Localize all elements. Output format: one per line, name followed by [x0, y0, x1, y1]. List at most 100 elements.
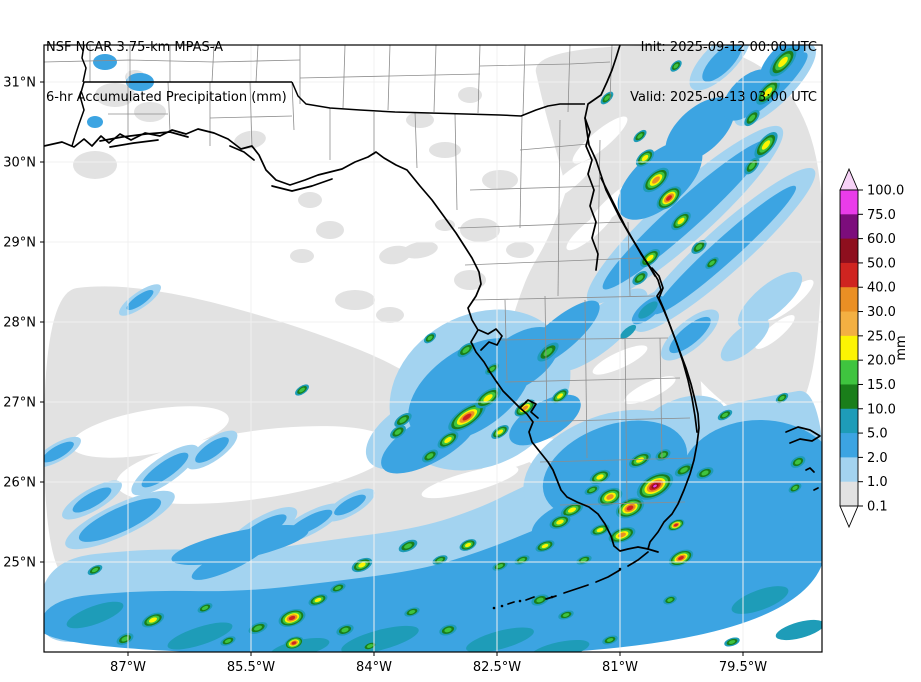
coastline [507, 601, 515, 605]
precip-region [720, 318, 770, 362]
precip-cell [663, 595, 677, 605]
precip-region [702, 45, 742, 82]
precip-cell [756, 79, 780, 105]
precip-region [234, 130, 266, 150]
precip-region [270, 637, 330, 652]
colorbar-tick-label: 75.0 [867, 208, 896, 223]
coastline [813, 487, 819, 491]
county-border [557, 119, 561, 297]
precip-region [95, 83, 135, 107]
precip-cell [602, 635, 618, 645]
coastline [595, 569, 621, 583]
precip-cell [788, 483, 802, 493]
convective-cells-layer [87, 47, 806, 651]
colorbar-segment [840, 481, 858, 507]
colorbar-segment [840, 335, 858, 361]
y-axis: 31°N 30°N 29°N 28°N 27°N 26°N 25°N [3, 76, 44, 571]
island-dot [518, 599, 522, 603]
county-border [44, 59, 301, 63]
precip-cell [608, 526, 636, 544]
county-borders-layer [44, 45, 693, 506]
precip-cell [437, 431, 459, 449]
precip-cell [398, 539, 418, 553]
precip-region [376, 307, 404, 323]
island-dot [550, 595, 554, 599]
county-border [464, 257, 641, 266]
lat-tick-label: 31°N [3, 76, 36, 91]
precip-region [669, 316, 711, 354]
island-dot [618, 567, 622, 571]
precip-cell [87, 564, 103, 576]
precip-cell [589, 469, 611, 485]
colorbar-tick-label: 25.0 [867, 329, 896, 344]
coastline [519, 399, 539, 419]
precip-region [126, 289, 154, 311]
precip-region [335, 290, 375, 310]
colorbar-tick-label: 1.0 [867, 475, 888, 490]
precip-cell [590, 524, 610, 536]
precip-region [402, 241, 438, 259]
colorbar-over-arrow [839, 167, 859, 191]
precip-region [653, 185, 797, 315]
precip-cell [632, 271, 648, 285]
coastline [584, 45, 700, 550]
colorbar-tick-label: 100.0 [867, 184, 904, 199]
precip-region [66, 601, 124, 629]
precip-region [530, 639, 590, 652]
colorbar-segment [840, 384, 858, 410]
precip-cell [560, 502, 584, 518]
title-line-2: 6-hr Accumulated Precipitation (mm) [46, 89, 287, 105]
precip-cell [308, 594, 328, 606]
county-border [387, 45, 391, 111]
precip-cell [220, 636, 236, 646]
precip-region [755, 315, 795, 349]
precip-cell [619, 324, 637, 340]
county-border [167, 81, 171, 133]
precip-cell [705, 257, 719, 269]
colorbar-tick-label: 10.0 [867, 402, 896, 417]
init-time: Init: 2025-09-12 00:00 UTC [640, 40, 817, 55]
coastline [600, 177, 656, 277]
precip-region [44, 441, 74, 463]
precip-region [298, 192, 322, 208]
precip-region [195, 437, 229, 463]
colorbar-segment [840, 190, 858, 215]
precip-cell [629, 452, 651, 468]
colorbar-under-arrow [839, 505, 859, 529]
colorbar-tick-label: 30.0 [867, 305, 896, 320]
county-border [659, 337, 663, 459]
precip-cell [667, 519, 685, 531]
valid-time: Valid: 2025-09-13 03:00 UTC [630, 89, 817, 105]
coastline [229, 145, 255, 161]
precip-cell [394, 412, 412, 428]
precip-cell [696, 467, 714, 479]
county-border [522, 45, 526, 116]
x-axis: 87°W 85.5°W 84°W 82.5°W 81°W 79.5°W [110, 652, 767, 675]
lon-tick-label: 87°W [110, 660, 146, 675]
precip-region [458, 87, 482, 103]
title-line-1: NSF NCAR 3.75-km MPAS-A [46, 40, 224, 55]
coastline [99, 131, 189, 142]
precip-cell [551, 388, 569, 404]
county-border [519, 115, 523, 229]
precip-region [566, 209, 614, 251]
precip-cell [457, 342, 475, 358]
colorbar-segment [840, 214, 858, 240]
precip-region [134, 102, 166, 122]
precip-cell [531, 594, 549, 606]
county-border [299, 73, 481, 79]
county-border [504, 299, 508, 381]
precip-cell [775, 392, 789, 404]
map-layers [44, 45, 822, 652]
precip-cell [278, 609, 306, 627]
precip-cell [439, 624, 457, 636]
colorbar-segment [840, 262, 858, 288]
precip-cell [336, 624, 354, 636]
lat-tick-label: 25°N [3, 556, 36, 571]
precip-region [78, 498, 162, 542]
colorbar-segment [840, 311, 858, 337]
lat-tick-label: 26°N [3, 476, 36, 491]
county-border [471, 295, 656, 301]
precip-cell [717, 409, 733, 421]
